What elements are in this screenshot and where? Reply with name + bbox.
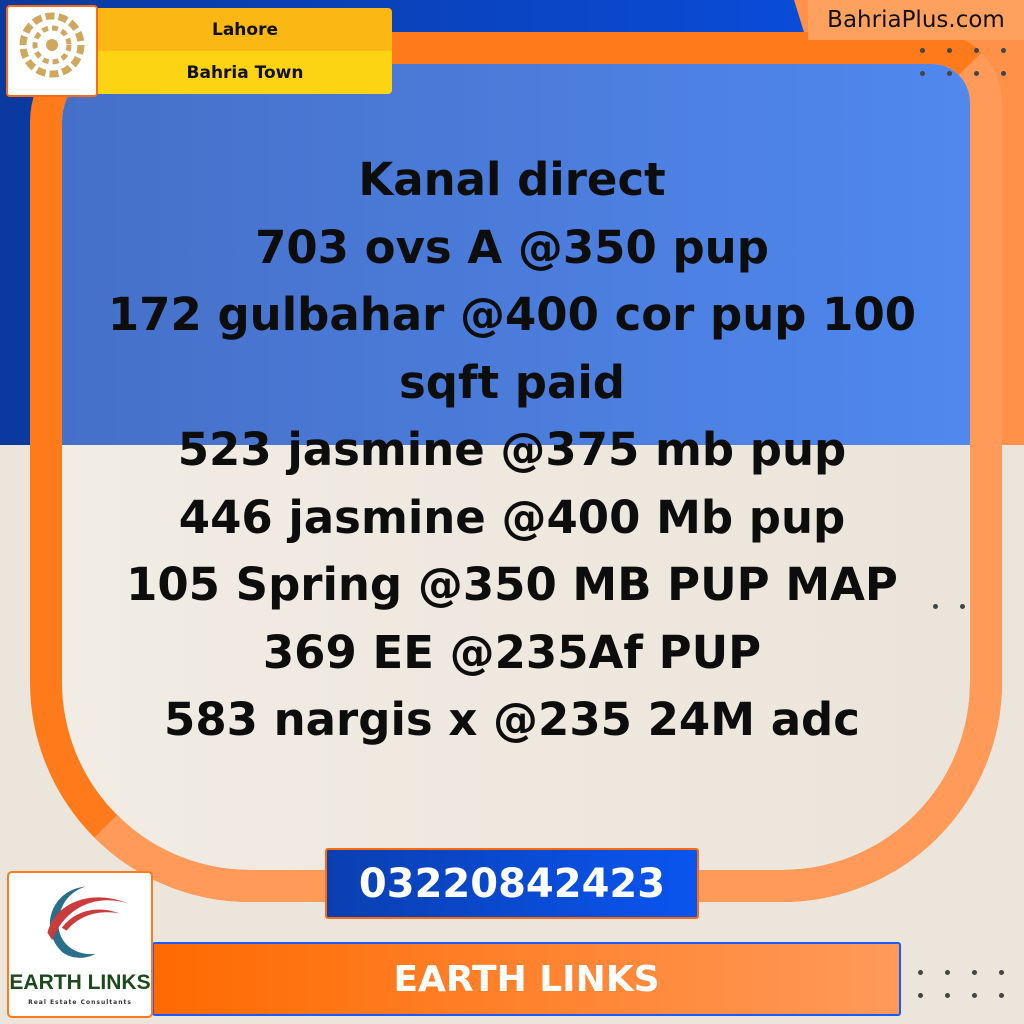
earth-links-logo-tagline: Real Estate Consultants — [28, 999, 132, 1006]
phone-number[interactable]: 03220842423 — [325, 848, 699, 919]
listing-line: 105 Spring @350 MB PUP MAP — [126, 558, 898, 611]
earth-links-logo-name: EARTH LINKS — [9, 971, 151, 994]
site-link[interactable]: BahriaPlus.com — [808, 0, 1024, 40]
listing-line: 172 gulbahar @400 cor pup 100 sqft paid — [107, 288, 917, 409]
agency-name: EARTH LINKS — [152, 942, 901, 1016]
listing-line: 583 nargis x @235 24M adc — [164, 693, 860, 746]
listing-line: 446 jasmine @400 Mb pup — [178, 490, 846, 544]
city-label: Lahore — [98, 8, 392, 51]
listing-text: Kanal direct 703 ovs A @350 pup 172 gulb… — [60, 146, 964, 754]
dots-decoration — [918, 970, 1007, 998]
location-banner: Lahore Bahria Town — [98, 8, 392, 94]
earth-links-logo: EARTH LINKS Real Estate Consultants — [7, 871, 153, 1018]
listing-line: 703 ovs A @350 pup — [255, 220, 769, 274]
listing-line: 369 EE @235Af PUP — [262, 625, 762, 679]
listing-line: Kanal direct — [358, 153, 666, 206]
society-label: Bahria Town — [98, 51, 392, 94]
bahria-town-logo — [6, 5, 98, 97]
dots-decoration — [920, 48, 1009, 76]
listing-line: 523 jasmine @375 mb pup — [177, 423, 847, 476]
dots-decoration — [933, 604, 968, 609]
